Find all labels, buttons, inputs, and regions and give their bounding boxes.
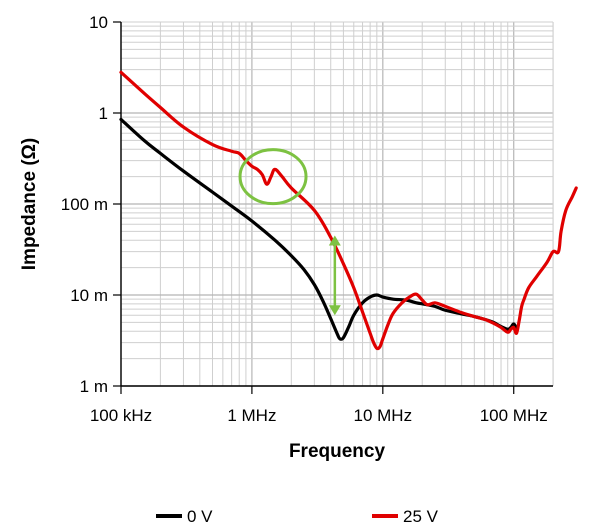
y-axis-title: Impedance (Ω)	[19, 138, 40, 270]
y-tick-label: 1 m	[80, 377, 108, 396]
x-tick-label: 10 MHz	[354, 406, 413, 425]
x-axis-title: Frequency	[289, 441, 386, 462]
annotation-layer	[240, 150, 341, 316]
y-tick-label: 10 m	[70, 286, 108, 305]
y-tick-label: 10	[89, 13, 108, 32]
legend-label-0v: 0 V	[187, 507, 213, 525]
label-layer: Frequency Impedance (Ω) 1 m 10 m 100 m 1 10 1…	[19, 13, 548, 462]
series-line-0v	[121, 119, 517, 339]
y-tick-label: 1	[99, 104, 108, 123]
x-tick-label: 1 MHz	[227, 406, 276, 425]
x-tick-label: 100 kHz	[90, 406, 152, 425]
x-tick-label: 100 MHz	[480, 406, 548, 425]
legend: 0 V 25 V	[156, 507, 439, 525]
legend-label-25v: 25 V	[403, 507, 439, 525]
y-tick-label: 100 m	[61, 195, 108, 214]
